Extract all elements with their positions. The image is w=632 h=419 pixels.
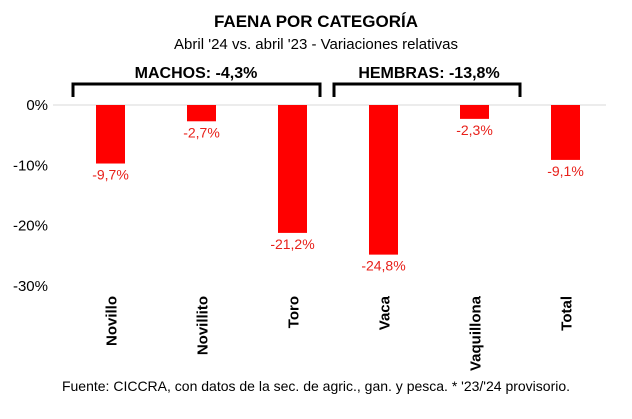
data-label: -9,7% — [92, 167, 129, 183]
bar-vaquillona — [460, 105, 489, 119]
x-category-label: Total — [559, 296, 576, 331]
x-category-label: Toro — [286, 296, 303, 328]
x-category-label: Novillo — [104, 296, 121, 346]
x-category-label: Vaca — [377, 295, 394, 330]
group-label-machos: MACHOS: -4,3% — [135, 65, 258, 82]
group-label-hembras: HEMBRAS: -13,8% — [358, 65, 499, 82]
source-note: Fuente: CICCRA, con datos de la sec. de … — [62, 378, 570, 394]
data-label: -24,8% — [361, 258, 405, 274]
bar-novillito — [187, 105, 216, 122]
group-bracket-hembras — [332, 82, 522, 97]
data-label: -9,1% — [547, 163, 584, 179]
x-category-label: Vaquillona — [468, 295, 485, 371]
bar-toro — [278, 105, 307, 233]
y-tick-label: 0% — [26, 97, 48, 114]
data-label: -2,7% — [183, 124, 220, 140]
group-bracket-machos — [71, 82, 322, 97]
bar-total — [551, 105, 580, 160]
data-label: -2,3% — [456, 122, 493, 138]
bar-vaca — [369, 105, 398, 255]
y-tick-label: -20% — [13, 218, 48, 235]
chart-title: FAENA POR CATEGORÍA — [214, 12, 418, 31]
bar-novillo — [96, 105, 125, 164]
chart-subtitle: Abril '24 vs. abril '23 - Variaciones re… — [174, 36, 458, 53]
x-category-label: Novillito — [195, 296, 212, 355]
data-label: -21,2% — [270, 236, 314, 252]
y-tick-label: -10% — [13, 157, 48, 174]
y-tick-label: -30% — [13, 278, 48, 295]
